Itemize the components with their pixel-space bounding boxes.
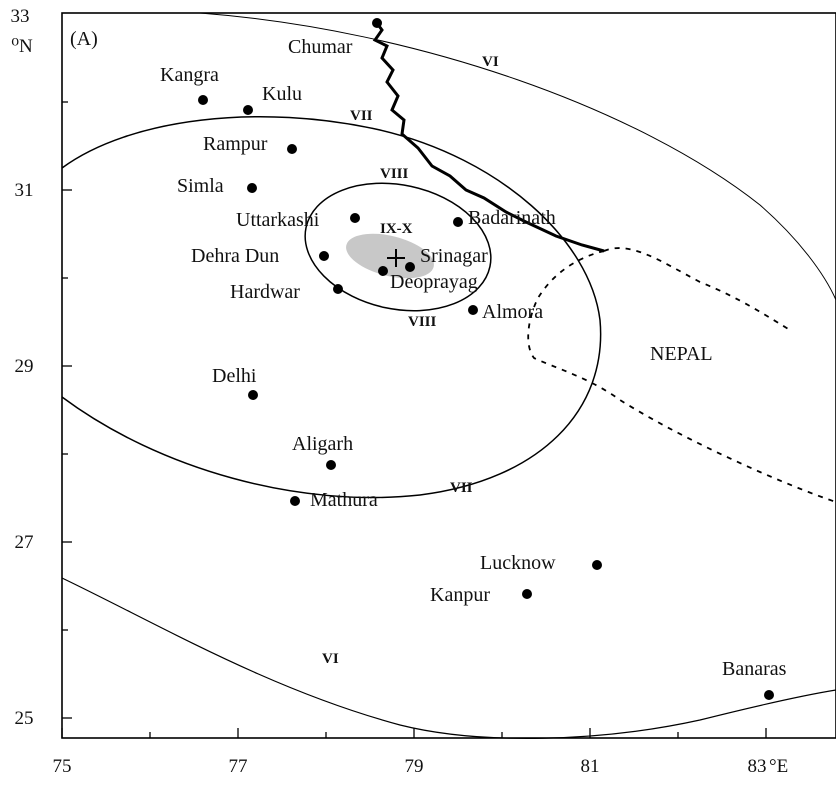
x-axis-ticks — [61, 728, 767, 738]
place-dot-almora — [468, 305, 478, 315]
place-label-aligarh: Aligarh — [292, 433, 353, 455]
epicenter-marker — [387, 249, 405, 267]
place-label-lucknow: Lucknow — [480, 552, 556, 574]
intensity-label-viii-bottom: VIII — [408, 314, 437, 330]
panel-label: (A) — [70, 28, 98, 50]
place-dot-banaras — [764, 690, 774, 700]
place-label-srinagar: Srinagar — [420, 245, 488, 267]
place-dot-chumar — [372, 18, 382, 28]
place-label-chumar: Chumar — [288, 36, 353, 58]
y-tick-label-29: 29 — [15, 356, 34, 377]
place-label-uttarkashi: Uttarkashi — [236, 209, 320, 231]
place-label-kulu: Kulu — [262, 83, 302, 105]
intensity-label-vi-bottom: VI — [322, 651, 339, 667]
place-dot-deoprayag — [378, 266, 388, 276]
place-dot-kulu — [243, 105, 253, 115]
place-label-kanpur: Kanpur — [430, 584, 490, 606]
place-markers — [198, 18, 774, 700]
isoseismal-vi-upper — [199, 12, 836, 301]
place-label-delhi: Delhi — [212, 365, 257, 387]
place-label-simla: Simla — [177, 175, 224, 197]
place-label-mathura: Mathura — [310, 489, 378, 511]
x-tick-label-77: 77 — [229, 756, 248, 777]
place-label-badarinath: Badarinath — [468, 207, 556, 229]
x-tick-label-81: 81 — [581, 756, 600, 777]
place-label-deoprayag: Deoprayag — [390, 271, 478, 293]
map-frame — [61, 12, 836, 739]
place-dot-aligarh — [326, 460, 336, 470]
place-dot-uttarkashi — [350, 213, 360, 223]
place-dot-kangra — [198, 95, 208, 105]
isoseismal-viii — [304, 182, 492, 312]
x-tick-label-79: 79 — [405, 756, 424, 777]
place-dot-hardwar — [333, 284, 343, 294]
place-label-hardwar: Hardwar — [230, 281, 300, 303]
place-dot-mathura — [290, 496, 300, 506]
country-label-nepal: NEPAL — [650, 343, 713, 365]
place-dot-kanpur — [522, 589, 532, 599]
nepal-border — [527, 247, 836, 503]
intensity-label-viii-top: VIII — [380, 166, 409, 182]
place-label-banaras: Banaras — [722, 658, 787, 680]
intensity-label-vii-top: VII — [350, 108, 373, 124]
intensity-label-vi-top: VI — [482, 54, 499, 70]
y-tick-label-33: 33 — [11, 6, 30, 27]
place-label-dehra-dun: Dehra Dun — [191, 245, 279, 267]
place-dot-simla — [247, 183, 257, 193]
place-dot-lucknow — [592, 560, 602, 570]
place-label-rampur: Rampur — [203, 133, 268, 155]
place-dot-srinagar — [405, 262, 415, 272]
y-axis-unit: ⁰N — [11, 36, 33, 57]
x-tick-label-83: 83 — [748, 756, 767, 777]
place-dot-dehra-dun — [319, 251, 329, 261]
isoseismal-vii — [61, 116, 602, 499]
x-tick-label-75: 75 — [53, 756, 72, 777]
place-label-almora: Almora — [482, 301, 543, 323]
international-border — [372, 21, 605, 253]
place-dot-badarinath — [453, 217, 463, 227]
isoseismal-vi-lower — [61, 577, 836, 739]
intensity-label-vii-bottom: VII — [450, 480, 473, 496]
x-axis-unit: °E — [769, 756, 788, 777]
y-tick-label-25: 25 — [15, 708, 34, 729]
y-axis-ticks — [62, 101, 72, 719]
y-tick-label-27: 27 — [15, 532, 34, 553]
place-label-kangra: Kangra — [160, 64, 219, 86]
intensity-label-ix-x: IX-X — [380, 221, 413, 237]
place-dot-delhi — [248, 390, 258, 400]
y-tick-label-31: 31 — [15, 180, 34, 201]
place-dot-rampur — [287, 144, 297, 154]
